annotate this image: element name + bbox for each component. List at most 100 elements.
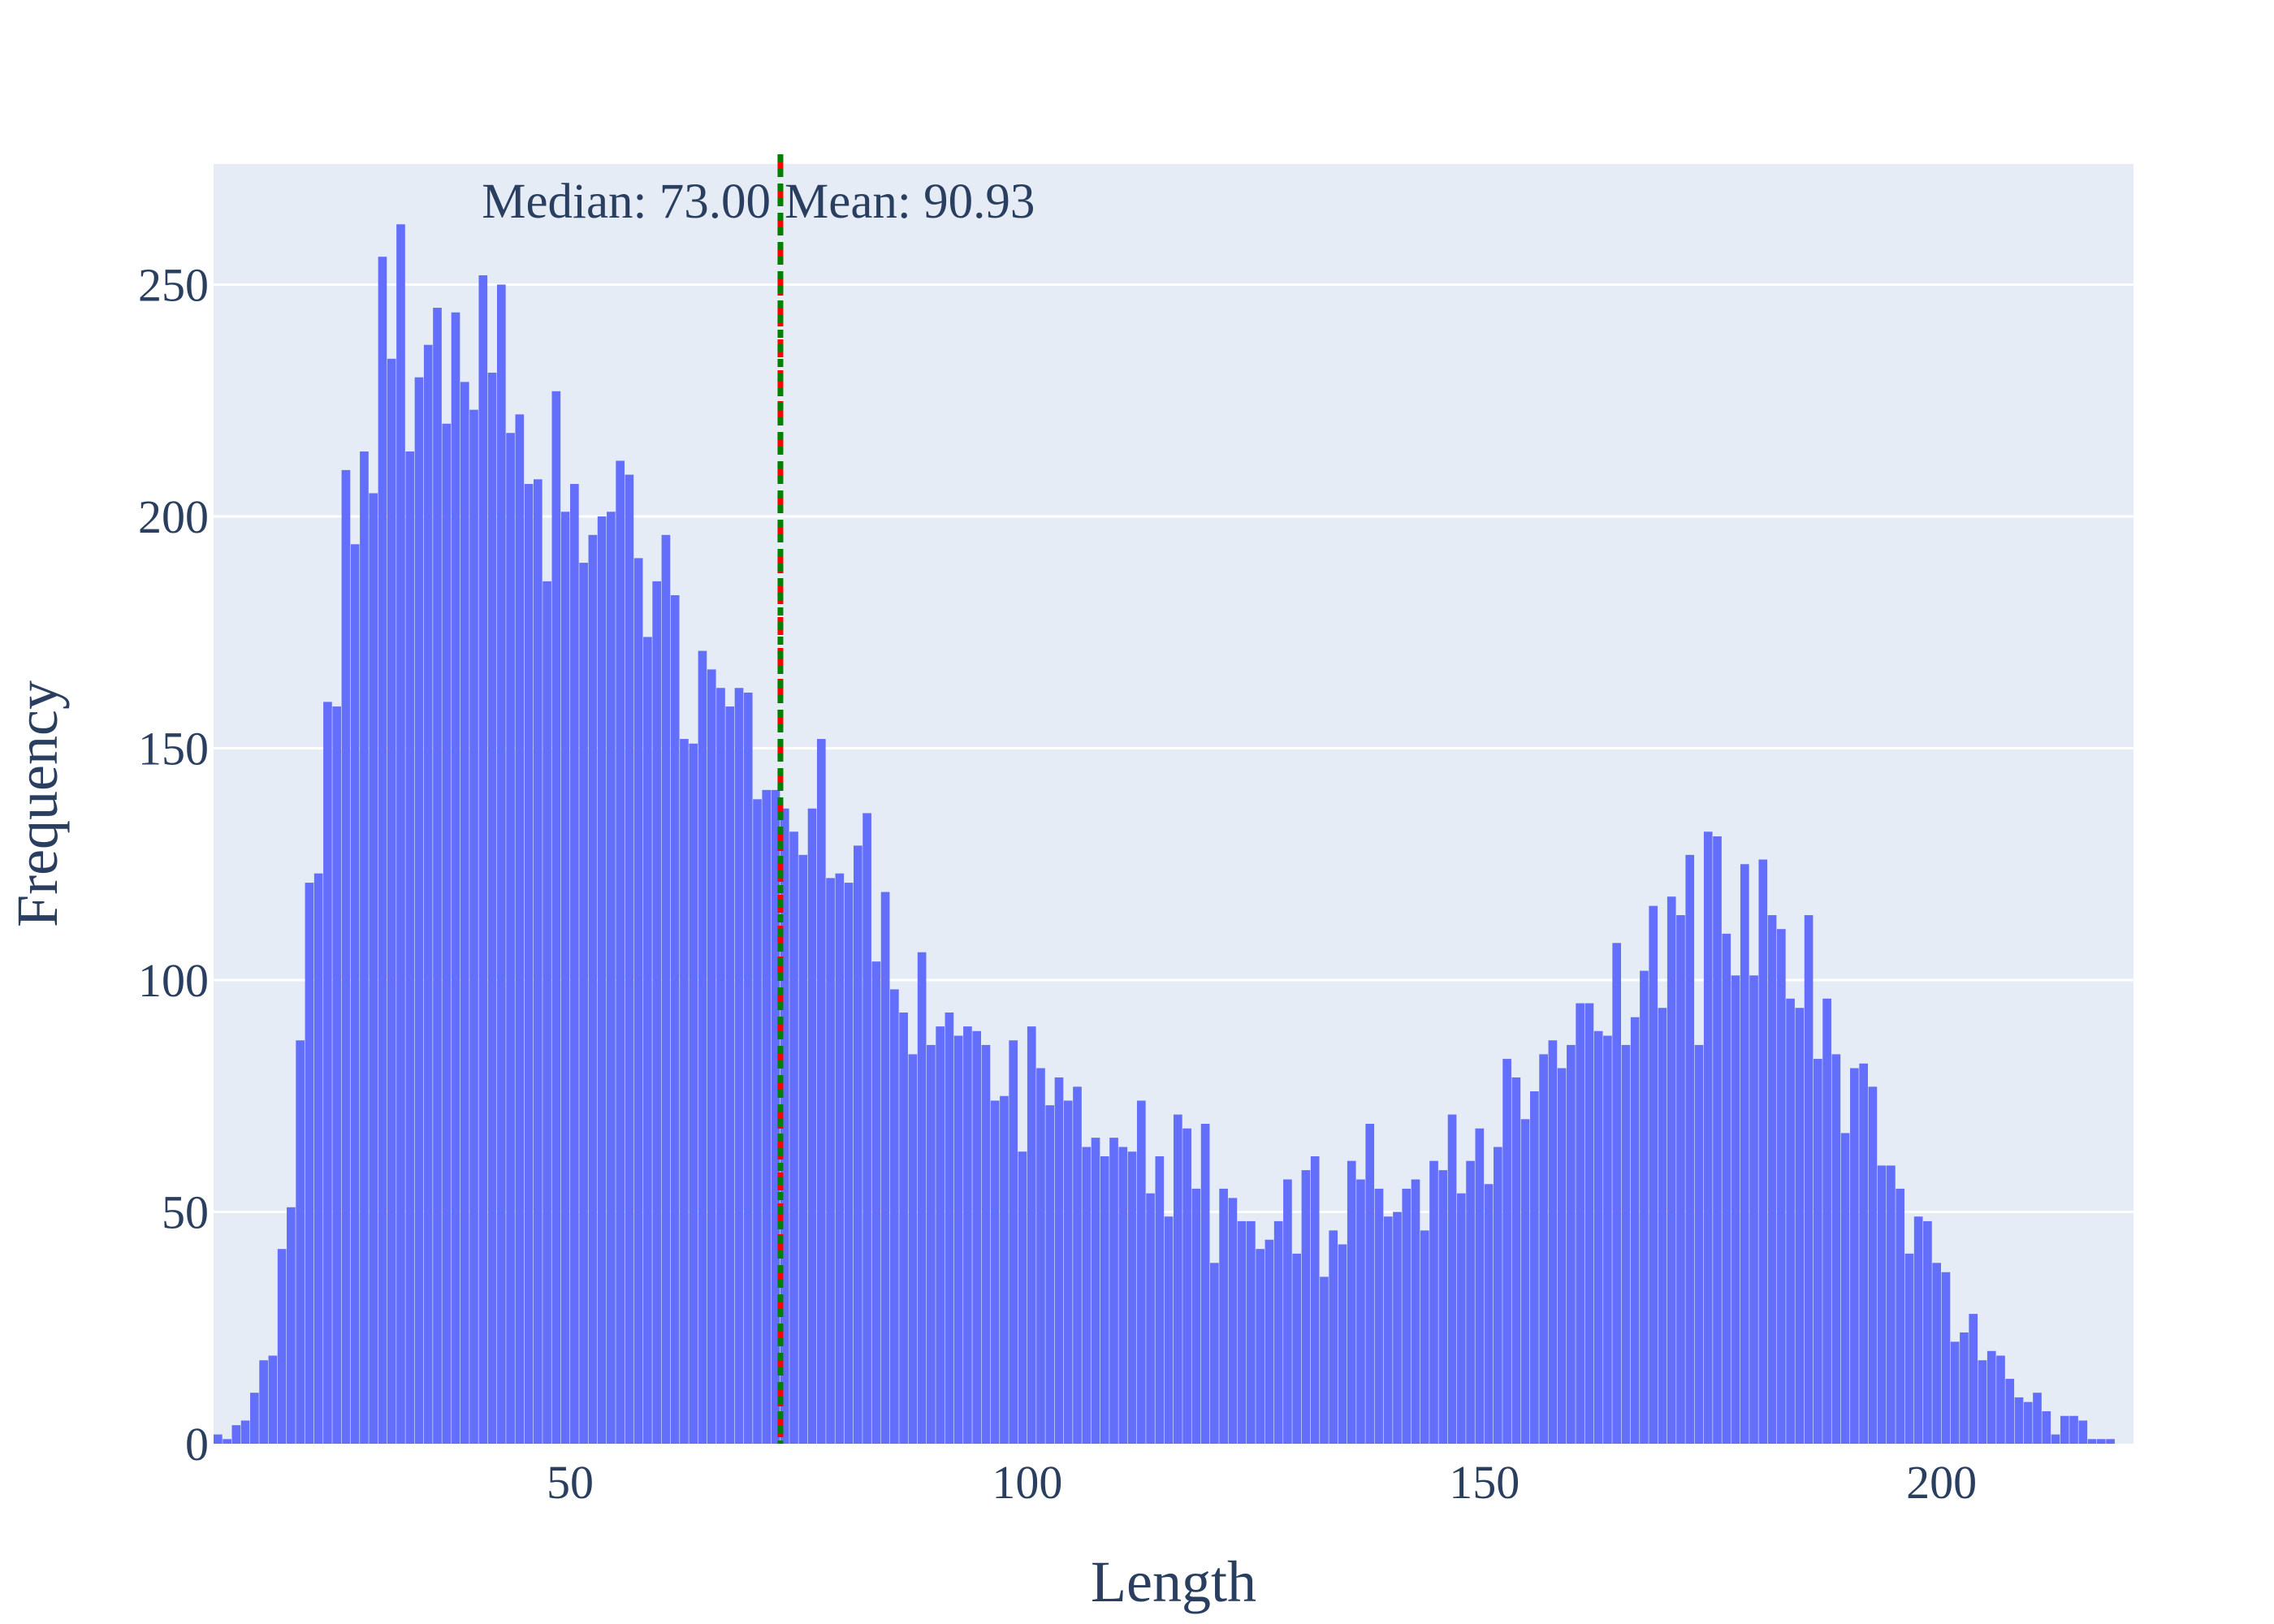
x-tick-label: 200 (1906, 1456, 1977, 1509)
histogram-bar (1301, 1170, 1311, 1444)
histogram-bar (1640, 970, 1649, 1444)
histogram-bar (670, 595, 680, 1444)
histogram-bar (305, 883, 314, 1444)
histogram-bar (2033, 1393, 2042, 1444)
histogram-bar (1658, 1008, 1667, 1444)
histogram-bar (953, 1035, 963, 1444)
histogram-bar (1374, 1188, 1384, 1444)
histogram-bar (917, 952, 927, 1444)
histogram-bar (1292, 1253, 1301, 1444)
histogram-bar (945, 1012, 954, 1444)
histogram-bar (607, 512, 616, 1444)
histogram-bar (1740, 864, 1749, 1444)
histogram-bar (369, 493, 378, 1444)
histogram-bar (1329, 1230, 1338, 1444)
histogram-bar (743, 692, 753, 1444)
histogram-bar (332, 706, 341, 1444)
histogram-bar (231, 1425, 241, 1444)
histogram-bar (240, 1420, 250, 1444)
histogram-bar (1118, 1147, 1128, 1444)
histogram-bar (1502, 1059, 1511, 1444)
histogram-bar (2060, 1415, 2069, 1444)
histogram-bar (451, 312, 460, 1445)
histogram-bar (1494, 1147, 1502, 1444)
histogram-bar (1347, 1160, 1356, 1444)
histogram-bar (1447, 1114, 1457, 1444)
histogram-bar (1283, 1179, 1292, 1444)
histogram-bar (1136, 1100, 1146, 1444)
histogram-bar (1018, 1151, 1027, 1444)
histogram-bar (360, 451, 369, 1444)
histogram-bar (1191, 1188, 1201, 1444)
histogram-bar (506, 433, 515, 1444)
histogram-bar (350, 544, 360, 1444)
histogram-bar (789, 831, 798, 1444)
histogram-bar (771, 789, 780, 1444)
histogram-bar (1603, 1035, 1612, 1444)
histogram-bar (1200, 1124, 1210, 1444)
histogram-bar (1567, 1044, 1576, 1444)
histogram-bar (1722, 933, 1731, 1444)
histogram-bar (1767, 915, 1777, 1444)
histogram-bar (341, 469, 351, 1444)
histogram-bar (588, 534, 598, 1445)
histogram-bar (1804, 915, 1814, 1444)
histogram-bar (1996, 1355, 2005, 1444)
histogram-bar (1256, 1249, 1265, 1444)
histogram-bar (826, 878, 835, 1444)
histogram-bar (2087, 1439, 2097, 1444)
histogram-bar (1402, 1188, 1412, 1444)
histogram-bar (698, 650, 707, 1444)
histogram-bar (981, 1044, 991, 1444)
histogram-bar (1923, 1220, 1932, 1444)
histogram-bar (570, 484, 579, 1444)
histogram-bar (1960, 1332, 1969, 1444)
histogram-bar (1091, 1138, 1100, 1444)
histogram-bar (1913, 1216, 1923, 1444)
histogram-bar (1850, 1068, 1859, 1444)
mean-annotation: Mean: 90.93 (785, 175, 1035, 229)
histogram-bar (1539, 1054, 1548, 1444)
histogram-bar (1054, 1077, 1064, 1444)
y-tick-label: 50 (162, 1186, 209, 1238)
histogram-bar (835, 873, 845, 1444)
x-axis-title: Length (1091, 1549, 1256, 1614)
histogram-bar (259, 1360, 268, 1444)
histogram-bar (816, 739, 826, 1444)
histogram-bar (1859, 1063, 1868, 1444)
histogram-bar (1073, 1086, 1082, 1444)
histogram-bar (487, 372, 497, 1444)
histogram-bar (1009, 1040, 1018, 1444)
histogram-bar (1155, 1155, 1165, 1444)
histogram-bar (323, 702, 332, 1444)
histogram-bar (543, 581, 551, 1444)
histogram-bar (460, 382, 469, 1444)
histogram-bar (2023, 1402, 2033, 1444)
histogram-bar (1456, 1193, 1466, 1444)
histogram-bar (734, 688, 744, 1444)
histogram-bar (1082, 1147, 1092, 1444)
histogram-bar (1795, 1008, 1805, 1444)
histogram-bar (1731, 975, 1740, 1444)
histogram-bar (1822, 998, 1831, 1444)
histogram-bar (1247, 1220, 1256, 1444)
histogram-bar (1310, 1155, 1320, 1444)
histogram-bar (854, 845, 862, 1444)
histogram-bar (250, 1393, 259, 1444)
histogram-bar (396, 224, 405, 1444)
histogram-bar (313, 873, 323, 1444)
histogram-bar (972, 1030, 981, 1444)
histogram-bar (1475, 1128, 1485, 1444)
histogram-bar (1265, 1239, 1274, 1444)
y-tick-label: 200 (138, 490, 209, 543)
histogram-bar (433, 308, 442, 1444)
histogram-bar (2096, 1439, 2106, 1444)
histogram-bar (1146, 1193, 1155, 1444)
histogram-bar (534, 479, 543, 1445)
histogram-bar (1466, 1160, 1475, 1444)
histogram-bar (1027, 1026, 1036, 1444)
histogram-bar (1685, 854, 1695, 1444)
histogram-bar (880, 892, 890, 1444)
histogram-bar (2078, 1420, 2088, 1444)
histogram-bar (1063, 1100, 1073, 1444)
